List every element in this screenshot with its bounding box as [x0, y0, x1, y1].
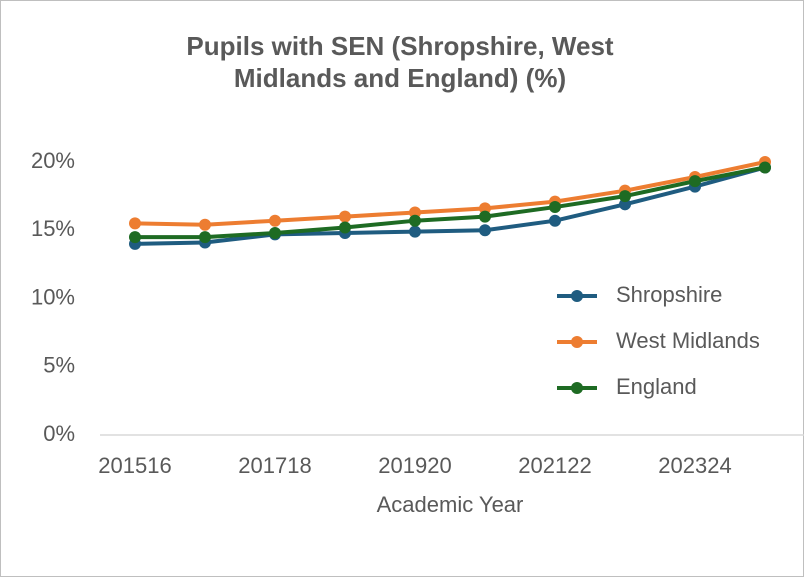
x-tick-label: 201718 — [238, 453, 311, 478]
data-point — [759, 161, 771, 174]
y-tick-label: 5% — [43, 353, 75, 378]
legend-marker — [571, 290, 583, 302]
data-point — [549, 214, 561, 227]
legend-label: Shropshire — [616, 282, 722, 307]
y-tick-label: 10% — [31, 284, 75, 309]
data-point — [199, 231, 211, 244]
chart-title: Pupils with SEN (Shropshire, West Midlan… — [186, 31, 614, 93]
data-point — [339, 221, 351, 234]
data-point — [619, 190, 631, 203]
data-point — [549, 201, 561, 214]
legend-label: West Midlands — [616, 328, 760, 353]
x-tick-label: 202324 — [658, 453, 731, 478]
series-line — [134, 165, 766, 246]
x-axis-label: Academic Year — [377, 492, 524, 517]
data-point — [409, 225, 421, 238]
data-point — [339, 210, 351, 223]
legend-marker — [571, 382, 583, 394]
data-point — [199, 218, 211, 231]
data-point — [689, 175, 701, 188]
x-tick-label: 201516 — [98, 453, 171, 478]
data-point — [479, 210, 491, 223]
data-point — [129, 231, 141, 244]
series-line — [134, 160, 766, 227]
data-point — [129, 217, 141, 230]
data-point — [269, 226, 281, 239]
data-point — [409, 214, 421, 227]
y-tick-label: 0% — [43, 421, 75, 446]
x-tick-label: 201920 — [378, 453, 451, 478]
legend-label: England — [616, 374, 697, 399]
data-point — [269, 214, 281, 227]
legend-marker — [571, 336, 583, 348]
series-line — [135, 165, 766, 240]
data-point — [479, 224, 491, 237]
x-tick-label: 202122 — [518, 453, 591, 478]
y-tick-label: 20% — [31, 148, 75, 173]
y-tick-label: 15% — [31, 216, 75, 241]
